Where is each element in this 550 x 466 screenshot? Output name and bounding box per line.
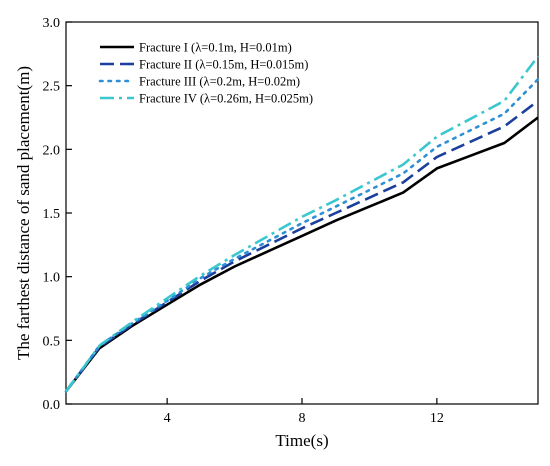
y-tick-label: 3.0: [43, 16, 61, 31]
plot-area: [65, 21, 539, 405]
series-line-2: [64, 99, 539, 393]
series-line-3: [64, 78, 540, 393]
axis-ticks: 0.0 0.5 1.0 1.5 2.0 2.5 3.0 4 8 12: [43, 16, 444, 426]
y-axis-title: The farthest distance of sand placement(…: [14, 66, 33, 360]
x-tick-label: 12: [430, 411, 444, 426]
y-tick-label: 1.5: [43, 207, 61, 222]
x-tick-label: 8: [299, 411, 306, 426]
series-line-1: [64, 116, 539, 393]
legend-label: Fracture III (λ=0.2m, H=0.02m): [139, 75, 300, 89]
y-tick-label: 2.0: [43, 143, 61, 158]
x-tick-label: 4: [164, 411, 171, 426]
legend: Fracture I (λ=0.1m, H=0.01m) Fracture II …: [98, 41, 313, 106]
y-tick-label: 2.5: [43, 80, 61, 95]
legend-label: Fracture II (λ=0.15m, H=0.015m): [139, 58, 308, 72]
series-line-4: [64, 55, 540, 393]
legend-label: Fracture IV (λ=0.26m, H=0.025m): [139, 92, 313, 106]
y-tick-label: 0.0: [43, 398, 61, 413]
series-layer: [64, 55, 540, 393]
y-tick-label: 1.0: [43, 271, 61, 286]
y-tick-label: 0.5: [43, 334, 61, 349]
legend-label: Fracture I (λ=0.1m, H=0.01m): [139, 41, 292, 55]
x-axis-title: Time(s): [275, 431, 328, 450]
